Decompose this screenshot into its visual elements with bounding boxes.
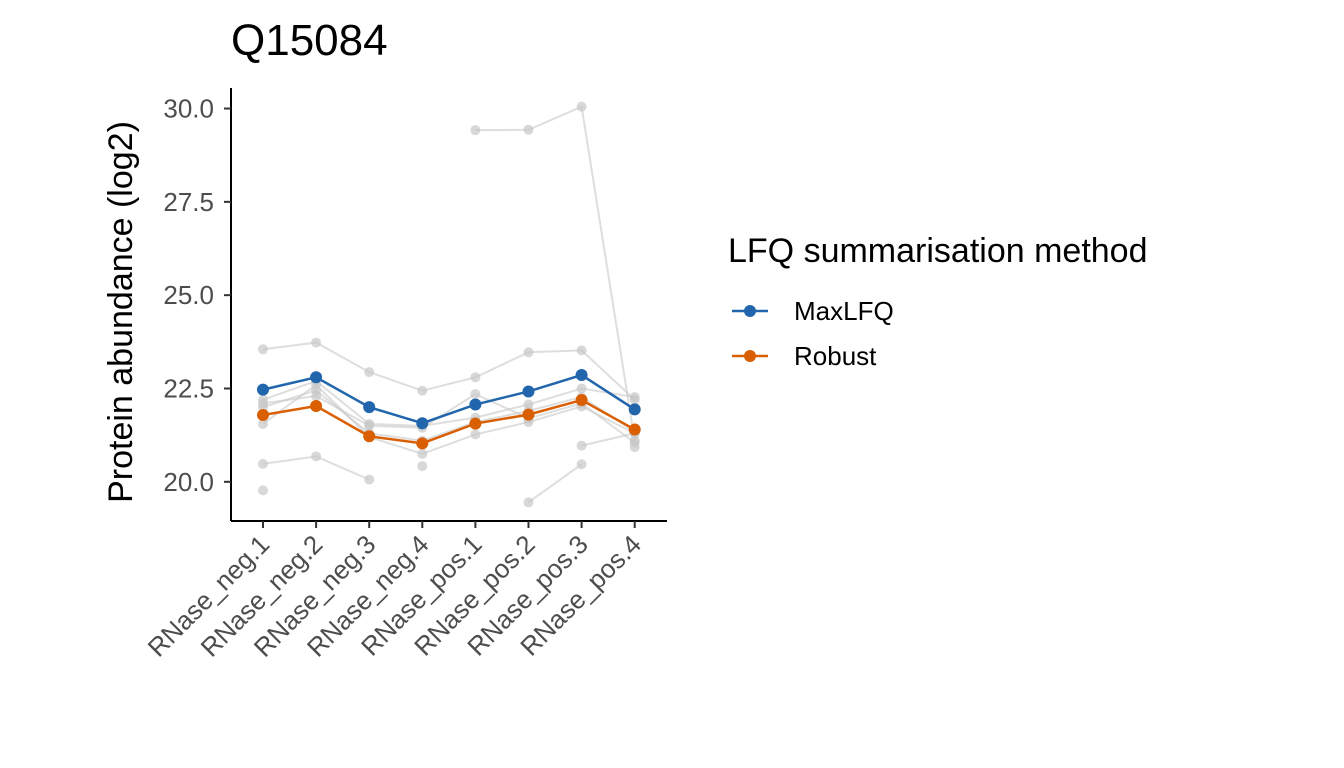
peptide-trace-line <box>262 389 636 442</box>
peptide-trace-line <box>262 383 636 455</box>
peptide-trace-point <box>523 124 534 135</box>
peptide-trace-point <box>258 485 268 496</box>
peptide-trace-point <box>470 429 481 440</box>
peptide-trace-point <box>470 372 481 383</box>
peptide-trace-point <box>629 442 640 453</box>
series-point-maxlfq <box>257 383 269 396</box>
chart-title: Q15084 <box>231 16 388 65</box>
peptide-trace-point <box>311 390 322 401</box>
peptide-trace-point <box>470 125 481 136</box>
peptide-trace-point <box>364 420 375 431</box>
peptide-traces <box>258 101 640 508</box>
series-point-maxlfq <box>575 369 588 382</box>
series-line-robust <box>262 398 636 445</box>
peptide-trace-point <box>311 337 322 348</box>
x-axis-ticks: RNase_neg.1RNase_neg.2RNase_neg.3RNase_n… <box>142 521 647 663</box>
peptide-trace-point <box>523 347 534 358</box>
peptide-trace-point <box>417 461 428 472</box>
series-point-robust <box>416 437 429 450</box>
legend-label-maxlfq: MaxLFQ <box>794 296 894 326</box>
legend-items: MaxLFQ Robust <box>732 296 894 371</box>
legend: LFQ summarisation method MaxLFQ Robust <box>728 232 1148 371</box>
peptide-trace-point <box>417 448 428 459</box>
y-axis-ticks: 20.0 22.5 25.0 27.5 30.0 <box>163 94 231 497</box>
peptide-trace-point <box>576 459 587 470</box>
peptide-trace-line <box>475 105 636 441</box>
series-point-robust <box>257 408 269 421</box>
y-tick-label: 30.0 <box>163 94 214 124</box>
series-point-maxlfq <box>469 398 482 411</box>
series-point-robust <box>310 400 323 413</box>
peptide-trace-point <box>311 451 322 462</box>
peptide-trace-point <box>417 385 428 396</box>
series-point-maxlfq <box>416 417 429 430</box>
peptide-trace-point <box>629 392 640 403</box>
peptide-trace-point <box>258 398 268 409</box>
legend-key-point-maxlfq <box>744 305 756 317</box>
peptide-trace-line <box>262 379 635 427</box>
peptide-trace-point <box>258 344 268 355</box>
peptide-trace-line <box>527 463 583 504</box>
series-point-robust <box>363 430 376 443</box>
series-point-maxlfq <box>363 401 376 414</box>
series-point-maxlfq <box>522 385 535 398</box>
peptide-trace-point <box>470 389 481 400</box>
y-tick-label: 25.0 <box>163 280 214 310</box>
legend-key-point-robust <box>744 350 756 362</box>
peptide-trace-point <box>576 101 587 112</box>
series-point-maxlfq <box>310 371 323 384</box>
peptide-trace-line <box>581 432 635 447</box>
y-tick-label: 20.0 <box>163 467 214 497</box>
peptide-trace-point <box>576 345 587 356</box>
series-line-maxlfq <box>262 373 636 425</box>
peptide-trace-point <box>364 367 375 378</box>
y-tick-label: 27.5 <box>163 187 214 217</box>
series-point-robust <box>522 408 535 421</box>
series-point-maxlfq <box>628 403 641 416</box>
peptide-trace-point <box>258 458 268 469</box>
peptide-trace-line <box>262 392 636 444</box>
series-point-robust <box>469 417 482 430</box>
peptide-trace-point <box>258 418 268 429</box>
peptide-trace-point <box>576 383 587 394</box>
legend-title: LFQ summarisation method <box>728 232 1148 270</box>
legend-label-robust: Robust <box>794 341 877 371</box>
series-point-robust <box>628 423 641 436</box>
y-tick-label: 22.5 <box>163 373 214 403</box>
series-lines <box>257 369 641 450</box>
peptide-trace-line <box>262 341 636 401</box>
y-axis-label: Protein abundance (log2) <box>102 121 140 503</box>
series-point-robust <box>575 394 588 407</box>
peptide-trace-point <box>523 497 534 508</box>
peptide-trace-point <box>364 474 375 485</box>
peptide-trace-point <box>576 440 587 451</box>
